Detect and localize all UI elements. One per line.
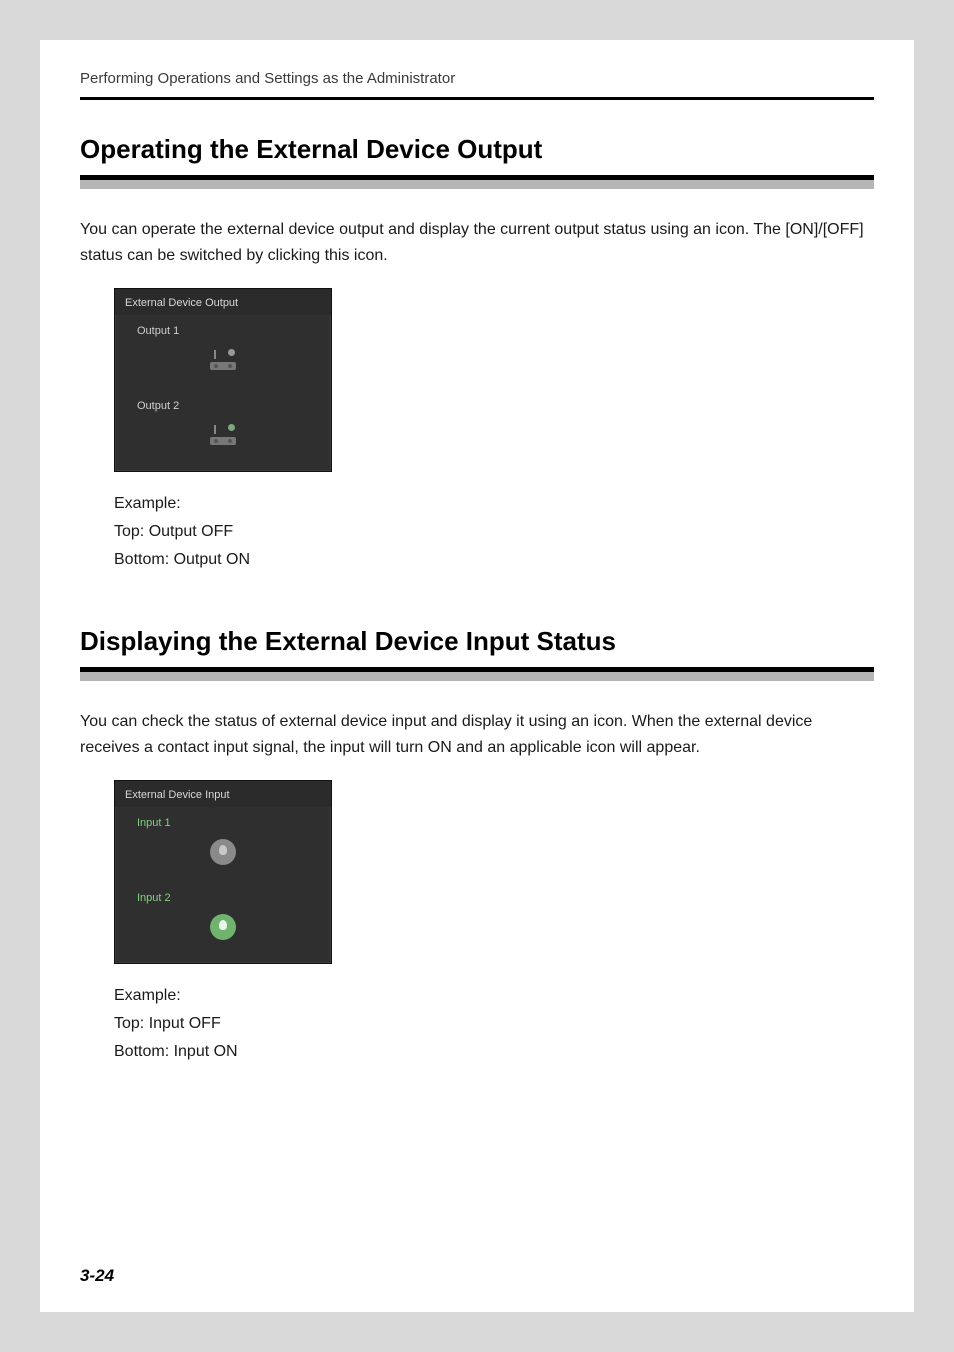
input-status-icon xyxy=(210,839,236,865)
input-row-1: Input 1 xyxy=(123,811,323,882)
input-2-icon-row xyxy=(123,910,323,951)
external-device-input-panel: External Device Input Input 1 Input 2 xyxy=(114,780,332,964)
input-1-label: Input 1 xyxy=(123,813,323,835)
page: Performing Operations and Settings as th… xyxy=(40,40,914,1312)
caption-line: Bottom: Output ON xyxy=(114,546,874,574)
input-2-label: Input 2 xyxy=(123,888,323,910)
heading-rule xyxy=(80,667,874,681)
running-head: Performing Operations and Settings as th… xyxy=(80,70,874,97)
caption-line: Top: Input OFF xyxy=(114,1010,874,1038)
caption-line: Bottom: Input ON xyxy=(114,1038,874,1066)
page-number: 3-24 xyxy=(80,1266,114,1286)
section-paragraph-output: You can operate the external device outp… xyxy=(80,217,874,270)
panel-title: External Device Input xyxy=(115,781,331,807)
output-toggle-icon[interactable] xyxy=(208,422,238,448)
external-device-output-panel: External Device Output Output 1 Output 2 xyxy=(114,288,332,472)
figure-caption-output: Example: Top: Output OFF Bottom: Output … xyxy=(114,490,874,574)
panel-title: External Device Output xyxy=(115,289,331,315)
output-2-label: Output 2 xyxy=(123,396,323,418)
output-1-icon-row xyxy=(123,343,323,384)
section-paragraph-input: You can check the status of external dev… xyxy=(80,709,874,762)
input-status-icon xyxy=(210,914,236,940)
figure-caption-input: Example: Top: Input OFF Bottom: Input ON xyxy=(114,982,874,1066)
caption-line: Example: xyxy=(114,490,874,518)
section-heading-input: Displaying the External Device Input Sta… xyxy=(80,626,874,657)
caption-line: Example: xyxy=(114,982,874,1010)
output-1-label: Output 1 xyxy=(123,321,323,343)
header-rule xyxy=(80,97,874,100)
figure-input: External Device Input Input 1 Input 2 Ex… xyxy=(114,780,874,1066)
output-2-icon-row xyxy=(123,418,323,459)
input-1-icon-row xyxy=(123,835,323,876)
output-row-2: Output 2 xyxy=(123,394,323,465)
heading-rule xyxy=(80,175,874,189)
output-toggle-icon[interactable] xyxy=(208,347,238,373)
input-row-2: Input 2 xyxy=(123,886,323,957)
output-row-1: Output 1 xyxy=(123,319,323,390)
figure-output: External Device Output Output 1 Output 2 xyxy=(114,288,874,574)
caption-line: Top: Output OFF xyxy=(114,518,874,546)
section-heading-output: Operating the External Device Output xyxy=(80,134,874,165)
